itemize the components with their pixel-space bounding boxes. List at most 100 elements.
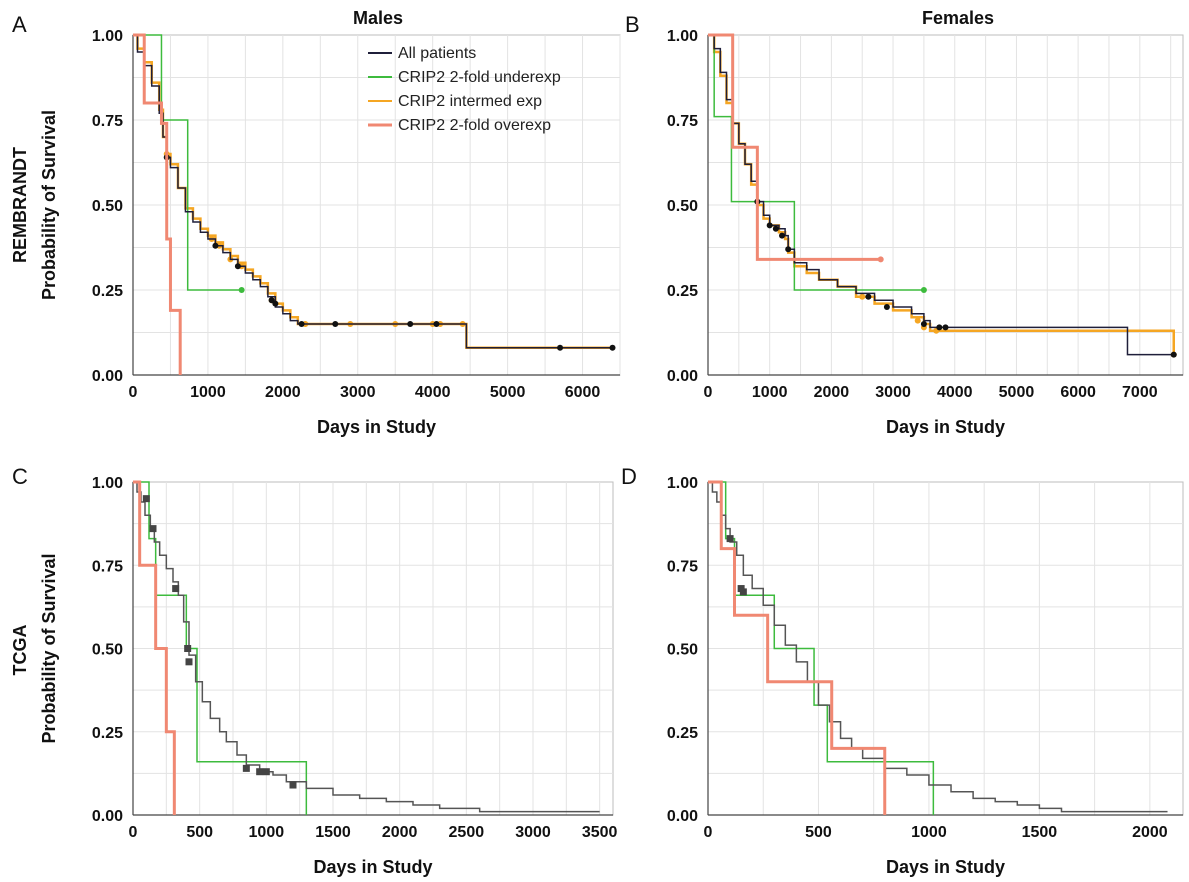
censor-marker [859,293,866,300]
x-tick-label: 4000 [937,384,973,401]
y-tick-label: 0.50 [667,198,698,215]
x-tick-label: 2000 [265,384,301,401]
x-axis-title: Days in Study [886,417,1005,437]
x-tick-label: 5000 [999,384,1035,401]
censor-marker [172,585,180,593]
y-tick-label: 0.50 [92,198,123,215]
x-tick-label: 6000 [1060,384,1096,401]
censor-marker [238,287,245,293]
y-tick-label: 0.50 [667,642,698,659]
x-axis-title: Days in Study [886,857,1005,877]
chart-panel-c: 0.00 0.25 0.50 0.75 1.00 0 500 1000 1500 2000 2500… [39,475,618,877]
x-tick-label: 500 [805,824,832,841]
censor-marker [609,344,616,351]
series-line-crip2-2-fold-underexp [708,481,935,815]
y-tick-label: 0.25 [667,725,698,742]
censor-marker [942,324,949,331]
x-tick-label: 3500 [582,824,618,841]
censor-marker [726,535,734,543]
censor-marker [256,768,264,776]
x-tick-label: 0 [704,384,713,401]
x-tick-label: 0 [129,384,138,401]
x-tick-label: 1000 [752,384,788,401]
y-tick-label: 0.00 [92,808,123,825]
x-tick-label: 3000 [340,384,376,401]
x-tick-label: 4000 [415,384,451,401]
x-tick-label: 2500 [449,824,485,841]
legend-entry-label: CRIP2 2-fold underexp [398,69,561,86]
censor-marker [289,781,297,789]
censor-marker [262,768,270,776]
censor-marker [1170,351,1177,358]
chart-legend: All patients CRIP2 2-fold underexp CRIP2 i… [368,45,561,134]
censor-marker [557,344,564,351]
censor-marker [772,225,779,232]
censor-marker [920,287,927,293]
x-tick-label: 0 [704,824,713,841]
x-axis-title: Days in Study [313,857,432,877]
y-tick-label: 0.25 [92,725,123,742]
y-tick-label: 0.75 [92,558,123,575]
column-title-males: Males [353,8,403,28]
censor-marker [142,495,150,503]
x-axis-title: Days in Study [317,417,436,437]
chart-panel-d: 0.00 0.25 0.50 0.75 1.00 0 500 1000 1500 2000 Days… [667,475,1184,877]
y-tick-label: 0.50 [92,642,123,659]
x-tick-label: 1000 [190,384,226,401]
y-tick-label: 0.00 [667,808,698,825]
censor-marker [407,321,414,327]
y-tick-label: 0.00 [92,368,123,385]
x-tick-label: 500 [186,824,213,841]
x-tick-label: 1500 [1022,824,1058,841]
censor-marker [184,645,192,652]
censor-marker [877,256,884,263]
y-tick-label: 0.25 [92,283,123,300]
censor-marker [785,246,792,253]
legend-entry-label: CRIP2 2-fold overexp [398,117,551,134]
y-tick-label: 1.00 [667,28,698,45]
series-line-crip2-2-fold-overexp [708,33,881,261]
y-tick-label: 0.25 [667,283,698,300]
censor-marker [242,764,250,772]
censor-marker [185,658,193,666]
x-tick-label: 2000 [814,384,850,401]
censor-marker [936,324,943,331]
censor-marker [298,321,305,327]
censor-marker [779,232,786,239]
censor-marker [212,242,219,249]
x-tick-label: 1000 [911,824,947,841]
censor-marker [920,321,927,327]
censor-marker [234,263,241,270]
x-tick-label: 0 [129,824,138,841]
series-line-crip2-2-fold-overexp [708,480,887,815]
panel-letter-d: D [621,464,637,489]
censor-marker [149,525,157,533]
x-tick-label: 7000 [1122,384,1158,401]
x-tick-label: 3000 [515,824,551,841]
panel-letter-a: A [12,12,27,37]
y-tick-label: 0.75 [92,113,123,130]
y-tick-label: 0.00 [667,368,698,385]
series-line-all-patients [708,481,1168,813]
x-tick-label: 5000 [490,384,526,401]
series-line-crip2-2-fold-underexp [133,481,308,815]
x-tick-label: 6000 [565,384,601,401]
row-label-rembrandt: REMBRANDT [10,147,30,263]
x-tick-label: 3000 [875,384,911,401]
series-line-crip2-2-fold-overexp [133,480,176,815]
censor-marker [739,588,747,596]
column-title-females: Females [922,8,994,28]
x-tick-label: 1000 [249,824,285,841]
censor-marker [433,321,440,327]
x-tick-label: 2000 [1132,824,1168,841]
chart-panel-b: 0.00 0.25 0.50 0.75 1.00 0 1000 2000 3000 4000 500… [667,28,1184,437]
censor-marker [766,222,773,229]
censor-marker [883,304,890,310]
x-tick-label: 1500 [315,824,351,841]
y-axis-title: Probability of Survival [39,110,59,300]
x-tick-label: 2000 [382,824,418,841]
y-tick-label: 1.00 [92,475,123,492]
legend-entry-label: CRIP2 intermed exp [398,93,542,110]
y-tick-label: 0.75 [667,558,698,575]
